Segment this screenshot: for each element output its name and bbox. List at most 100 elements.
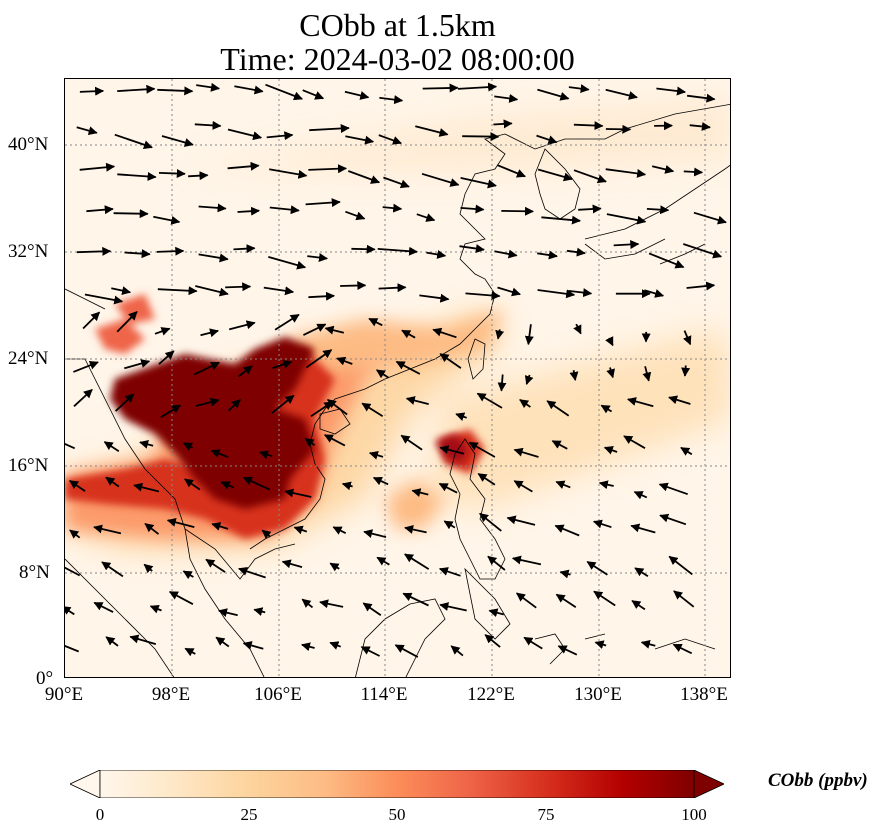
wind-arrow bbox=[73, 360, 99, 373]
colorbar bbox=[69, 769, 725, 799]
wind-arrow bbox=[439, 445, 465, 455]
wind-arrow bbox=[668, 555, 693, 576]
colorbar-tick-label: 75 bbox=[537, 805, 555, 824]
wind-arrow bbox=[443, 520, 456, 530]
wind-arrow bbox=[269, 205, 300, 215]
wind-arrow bbox=[101, 561, 124, 578]
wind-arrow bbox=[117, 84, 156, 94]
wind-arrow bbox=[457, 82, 498, 92]
wind-arrow bbox=[633, 491, 648, 500]
wind-arrow bbox=[157, 286, 198, 296]
wind-arrow bbox=[238, 365, 253, 378]
wind-arrow bbox=[332, 526, 347, 535]
colorbar-label: CObb (ppbv) bbox=[768, 770, 868, 791]
wind-arrow bbox=[93, 524, 122, 535]
wind-arrow bbox=[308, 164, 347, 174]
wind-arrow bbox=[114, 393, 135, 412]
wind-arrow bbox=[372, 476, 389, 486]
wind-arrow bbox=[198, 253, 229, 263]
wind-arrow bbox=[455, 412, 467, 422]
x-tick-label: 138°E bbox=[680, 684, 728, 705]
wind-arrow bbox=[271, 394, 295, 414]
wind-arrow bbox=[158, 169, 186, 179]
wind-arrow bbox=[541, 215, 581, 225]
wind-arrow bbox=[227, 128, 263, 141]
wind-arrow bbox=[476, 392, 503, 409]
wind-arrow bbox=[605, 336, 614, 347]
wind-arrow bbox=[537, 289, 576, 299]
wind-arrow bbox=[465, 290, 501, 300]
wind-arrow bbox=[319, 599, 344, 609]
wind-arrow bbox=[182, 442, 194, 451]
wind-arrow bbox=[184, 478, 201, 491]
wind-arrow bbox=[537, 250, 558, 260]
wind-arrow bbox=[462, 132, 500, 142]
wind-arrow bbox=[416, 213, 436, 222]
map-panel bbox=[64, 78, 731, 678]
wind-arrow bbox=[537, 88, 570, 101]
wind-arrow bbox=[281, 559, 303, 569]
wind-arrow bbox=[301, 642, 315, 652]
wind-arrow bbox=[400, 434, 423, 451]
wind-arrow bbox=[344, 90, 370, 100]
wind-arrow bbox=[415, 125, 449, 137]
wind-arrow bbox=[555, 593, 577, 609]
map-canvas bbox=[65, 79, 730, 677]
wind-arrow bbox=[494, 249, 518, 259]
concentration-field bbox=[65, 99, 730, 549]
wind-arrow bbox=[168, 591, 194, 605]
wind-arrow bbox=[598, 480, 614, 490]
wind-arrow bbox=[488, 608, 504, 618]
wind-arrow bbox=[686, 281, 716, 291]
coastlines bbox=[65, 103, 730, 677]
wind-arrow bbox=[395, 360, 421, 375]
wind-arrow bbox=[323, 434, 346, 447]
wind-arrow bbox=[139, 439, 154, 449]
wind-arrow bbox=[659, 513, 687, 526]
wind-arrow bbox=[569, 370, 579, 381]
y-tick-label: 24°N bbox=[8, 348, 49, 369]
wind-arrow bbox=[656, 86, 686, 96]
x-tick-label: 90°E bbox=[44, 684, 84, 705]
wind-arrow bbox=[73, 388, 93, 407]
wind-arrow bbox=[511, 555, 542, 566]
wind-arrow bbox=[376, 556, 390, 566]
wind-arrow bbox=[336, 356, 353, 366]
wind-arrow bbox=[261, 529, 272, 539]
wind-arrow bbox=[133, 482, 160, 493]
wind-arrow bbox=[648, 252, 685, 269]
y-tick-label: 32°N bbox=[8, 241, 49, 262]
wind-arrow bbox=[460, 177, 497, 189]
wind-vectors bbox=[65, 82, 727, 658]
wind-arrow bbox=[494, 93, 519, 103]
wind-arrow bbox=[477, 472, 496, 486]
colorbar-tick-label: 50 bbox=[388, 805, 406, 824]
wind-arrow bbox=[111, 286, 132, 296]
wind-arrow bbox=[411, 488, 429, 497]
wind-arrow bbox=[82, 311, 101, 330]
wind-arrow bbox=[640, 639, 656, 649]
wind-arrow bbox=[439, 353, 462, 369]
wind-arrow bbox=[686, 93, 716, 103]
wind-arrow bbox=[93, 601, 114, 613]
wind-arrow bbox=[116, 311, 138, 333]
wind-arrow bbox=[79, 86, 105, 96]
wind-arrow bbox=[361, 402, 384, 417]
wind-arrow bbox=[105, 636, 119, 647]
wind-arrow bbox=[144, 522, 160, 535]
wind-arrow bbox=[161, 135, 194, 147]
wind-arrow bbox=[432, 327, 457, 339]
wind-arrow bbox=[196, 82, 220, 92]
wind-arrow bbox=[495, 329, 505, 340]
wind-arrow bbox=[573, 323, 582, 335]
wind-arrow bbox=[225, 282, 252, 292]
wind-arrow bbox=[114, 133, 153, 150]
colorbar-extend-high bbox=[693, 769, 725, 799]
wind-arrow bbox=[573, 121, 604, 131]
wind-arrow bbox=[263, 286, 295, 296]
x-tick-label: 98°E bbox=[151, 684, 191, 705]
wind-arrow bbox=[578, 204, 602, 214]
wind-arrow bbox=[305, 349, 333, 369]
wind-arrow bbox=[284, 488, 312, 498]
wind-arrow bbox=[117, 171, 157, 181]
